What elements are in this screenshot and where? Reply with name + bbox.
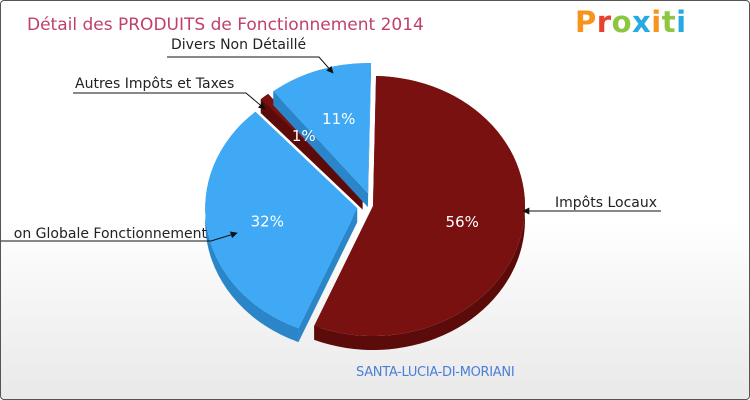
pie-slice-side-dotation-globale-fonctionnement <box>205 111 299 343</box>
pct-label-imp-ts-locaux: 56% <box>446 213 479 231</box>
pct-label-divers-non-d-taill: 11% <box>322 110 355 128</box>
logo-letter: P <box>575 5 597 39</box>
pie-slice-dotation-globale-fonctionnement[interactable] <box>205 111 358 329</box>
pie-slice-divers-non-d-taill[interactable] <box>273 63 371 194</box>
pct-label-dotation-globale-fonctionnement: 32% <box>251 212 284 230</box>
category-label-dotation-globale-fonctionnement: on Globale Fonctionnement <box>14 226 208 242</box>
leader-line-divers-non-d-taill <box>167 56 334 74</box>
proxiti-logo[interactable]: Proxiti <box>575 5 687 39</box>
commune-name: SANTA-LUCIA-DI-MORIANI <box>356 365 515 380</box>
leader-line-autres-imp-ts-et-taxes <box>73 92 266 110</box>
pie-slice-edge-divers-non-d-taill <box>273 63 371 208</box>
category-label-imp-ts-locaux: Impôts Locaux <box>555 195 657 211</box>
logo-letter: o <box>611 5 633 39</box>
pie-slice-imp-ts-locaux[interactable] <box>314 76 526 336</box>
leader-line-dotation-globale-fonctionnement <box>1 231 238 242</box>
category-label-autres-imp-ts-et-taxes: Autres Impôts et Taxes <box>75 76 234 92</box>
logo-letter: i <box>676 5 687 39</box>
category-label-divers-non-d-taill: Divers Non Détaillé <box>171 37 306 53</box>
logo-letter: i <box>651 5 662 39</box>
pct-label-autres-imp-ts-et-taxes: 1% <box>292 127 316 145</box>
logo-letter: t <box>661 5 677 39</box>
chart-title: Détail des PRODUITS de Fonctionnement 20… <box>27 15 424 35</box>
logo-letter: x <box>632 5 652 39</box>
logo-letter: r <box>596 5 612 39</box>
